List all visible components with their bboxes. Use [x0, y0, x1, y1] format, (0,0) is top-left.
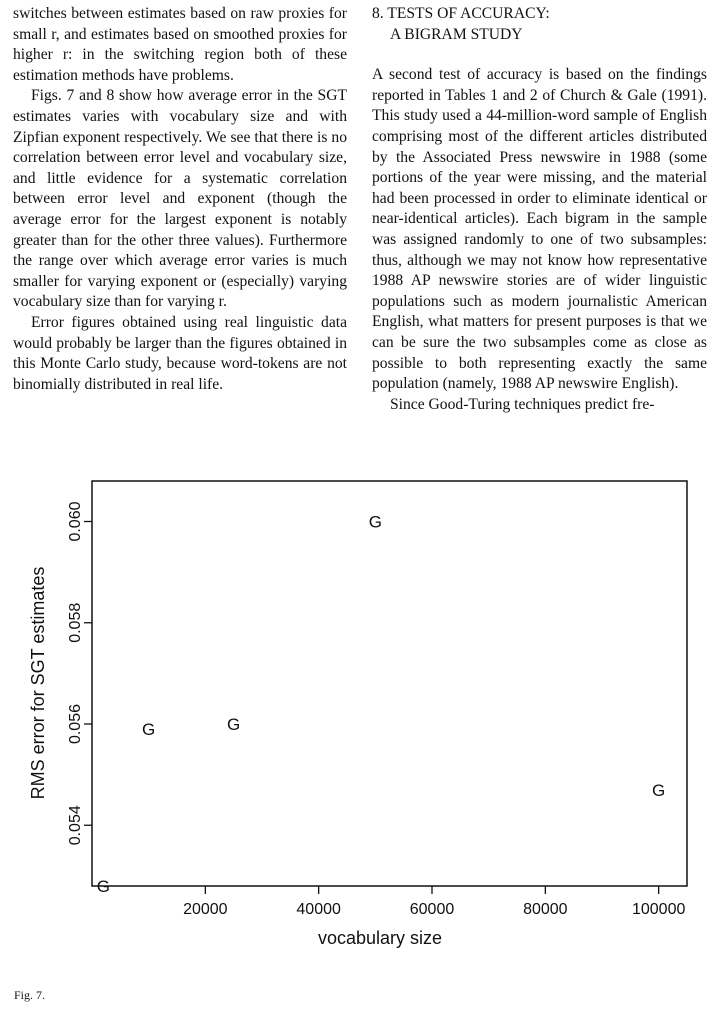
data-point: G: [97, 877, 110, 896]
paragraph: Since Good-Turing techniques predict fre…: [390, 395, 655, 413]
paragraph: Figs. 7 and 8 show how average error in …: [13, 87, 347, 311]
x-axis: 20000 40000 60000 80000 100000: [183, 886, 685, 918]
data-point: G: [652, 781, 665, 800]
scatter-chart: 20000 40000 60000 80000 100000 0.0540.0560.0…: [28, 480, 688, 948]
section-heading-line: A BIGRAM STUDY: [390, 25, 523, 43]
left-text-column: switches between estimates based on raw …: [13, 4, 347, 395]
x-tick-label: 100000: [632, 901, 685, 918]
paragraph: A second test of accuracy is based on th…: [372, 66, 707, 393]
x-tick-label: 40000: [296, 901, 341, 918]
data-points: G G G G G: [97, 513, 666, 897]
y-tick-label: 0.060: [67, 501, 84, 541]
data-point: G: [227, 715, 240, 734]
x-tick-label: 20000: [183, 901, 228, 918]
y-axis-label: RMS error for SGT estimates: [28, 567, 48, 800]
data-point: G: [369, 513, 382, 532]
paragraph: Error figures obtained using real lingui…: [13, 313, 347, 393]
x-axis-label: vocabulary size: [318, 928, 442, 948]
y-tick-label: 0.054: [67, 805, 84, 845]
plot-frame: [91, 480, 688, 887]
y-axis: 0.054 0.056 0.058 0.060: [67, 501, 92, 845]
paragraph: switches between estimates based on raw …: [13, 5, 347, 84]
x-tick-label: 80000: [523, 901, 568, 918]
figure-caption: Fig. 7.: [14, 988, 46, 1002]
figure-7: 20000 40000 60000 80000 100000 0.054 0.056 0.0…: [0, 455, 725, 975]
right-text-column: 8. TESTS OF ACCURACY: A BIGRAM STUDY A s…: [372, 4, 707, 415]
y-tick-label: 0.058: [67, 603, 84, 643]
y-tick-label: 0.056: [67, 704, 84, 744]
data-point: G: [142, 720, 155, 739]
x-tick-label: 60000: [410, 901, 455, 918]
section-heading: 8. TESTS OF ACCURACY: A BIGRAM STUDY: [372, 4, 707, 45]
section-heading-line: 8. TESTS OF ACCURACY:: [372, 5, 550, 22]
